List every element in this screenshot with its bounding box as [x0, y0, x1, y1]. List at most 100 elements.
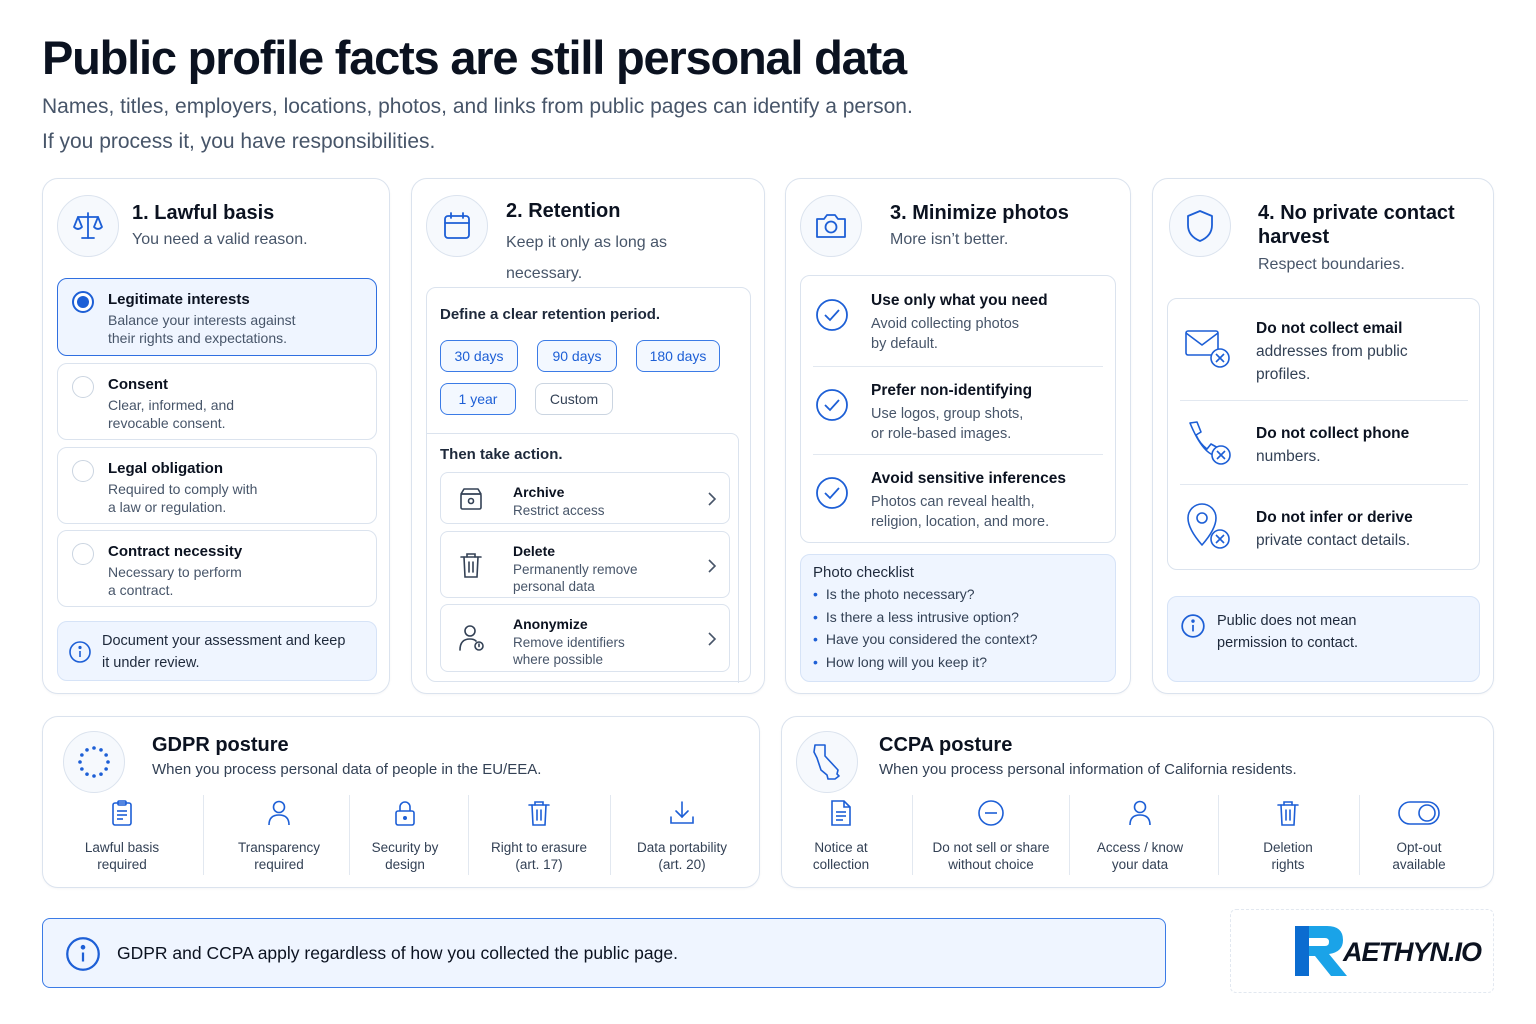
minimize-photos-title: 3. Minimize photos	[890, 202, 1069, 224]
actions-panel: Then take action.	[427, 433, 739, 683]
info-icon	[66, 937, 100, 971]
toggle-icon	[1398, 801, 1440, 825]
lock-icon	[395, 801, 415, 826]
check-circle-icon	[816, 389, 848, 421]
contact-harvest-card: 4. No private contact harvest Respect bou…	[1152, 178, 1494, 694]
option-desc: Clear, informed, and revocable consent.	[108, 397, 235, 431]
lawful-basis-card: 1. Lawful basis You need a valid reason.…	[42, 178, 390, 694]
eu-star	[99, 748, 103, 752]
minimize-photos-subtitle: More isn’t better.	[890, 231, 1009, 248]
action-title: Delete	[513, 543, 556, 559]
ccpa-subtitle: When you process personal information of…	[879, 761, 1297, 778]
chevron-right-icon	[708, 632, 717, 646]
eu-star	[80, 767, 84, 771]
shield-icon	[1169, 195, 1231, 257]
camera-icon	[800, 195, 862, 257]
eu-star	[85, 772, 89, 776]
eu-star	[85, 748, 89, 752]
photo-guidelines-list: Use only what you need Avoid collecting …	[800, 275, 1116, 543]
person-icon	[268, 800, 290, 826]
contact-harvest-title: 4. No private contact harvest	[1258, 202, 1455, 248]
gdpr-item-portability: Data portability (art. 20)	[621, 799, 743, 873]
option-legal-obligation[interactable]: Legal obligation Required to comply with…	[57, 447, 377, 524]
california-icon	[796, 731, 858, 793]
brand-logo-area: AETHYN.IO	[1230, 909, 1494, 993]
action-desc: Restrict access	[513, 503, 605, 518]
archive-icon	[460, 488, 482, 510]
gdpr-item-security: Security by design	[355, 799, 455, 873]
radio-selected[interactable]	[72, 291, 94, 313]
guideline-desc: Use logos, group shots, or role-based ima…	[871, 406, 1024, 442]
action-title: Archive	[513, 484, 565, 500]
option-title: Contract necessity	[108, 543, 243, 560]
radio[interactable]	[72, 376, 94, 398]
radio[interactable]	[72, 543, 94, 565]
gdpr-title: GDPR posture	[152, 734, 289, 756]
clipboard-icon	[112, 800, 132, 826]
minus-circle-icon	[978, 800, 1004, 826]
lawful-basis-title: 1. Lawful basis	[132, 202, 275, 224]
gdpr-item-erasure: Right to erasure (art. 17)	[477, 799, 601, 873]
phone-blocked-icon	[1189, 421, 1231, 465]
action-archive[interactable]: Archive Restrict access	[440, 472, 730, 524]
retention-subtitle: Keep it only as long as necessary.	[506, 234, 667, 282]
guideline-desc: Photos can reveal health, religion, locat…	[871, 494, 1050, 530]
checklist-item: How long will you keep it?	[813, 654, 987, 670]
contact-harvest-subtitle: Respect boundaries.	[1258, 256, 1405, 273]
checklist-item: Is there a less intrusive option?	[813, 609, 1019, 625]
checklist-title: Photo checklist	[813, 564, 914, 581]
radio[interactable]	[72, 460, 94, 482]
lawful-basis-subtitle: You need a valid reason.	[132, 231, 308, 248]
eu-star	[106, 760, 110, 764]
retention-panel: Define a clear retention period. 30 days…	[426, 287, 751, 683]
checklist-item: Have you considered the context?	[813, 631, 1038, 647]
chip-1-year[interactable]: 1 year	[440, 383, 516, 415]
scale-icon	[57, 195, 119, 257]
option-legitimate-interests[interactable]: Legitimate interests Balance your intere…	[57, 278, 377, 356]
document-icon	[831, 800, 851, 826]
retention-period-heading: Define a clear retention period.	[440, 306, 661, 323]
eu-star	[104, 767, 108, 771]
chevron-right-icon	[708, 559, 717, 573]
calendar-icon	[426, 195, 488, 257]
retention-title: 2. Retention	[506, 200, 621, 222]
option-title: Legitimate interests	[108, 291, 250, 308]
option-contract-necessity[interactable]: Contract necessity Necessary to perform a…	[57, 530, 377, 607]
page-subtitle: Names, titles, employers, locations, pho…	[42, 95, 913, 118]
option-desc: Balance your interests against their righ…	[108, 312, 296, 346]
email-blocked-icon	[1185, 330, 1230, 368]
option-consent[interactable]: Consent Clear, informed, and revocable co…	[57, 363, 377, 440]
contact-rules-list: Do not collect email addresses from publi…	[1167, 298, 1480, 570]
ccpa-item-do-not-sell: Do not sell or share without choice	[922, 799, 1060, 873]
ccpa-item-deletion: Deletion rights	[1238, 799, 1338, 873]
action-desc: Remove identifiers where possible	[513, 635, 625, 667]
contact-rule-text: Do not collect phone numbers.	[1256, 425, 1410, 465]
chip-180-days[interactable]: 180 days	[636, 340, 720, 372]
chevron-right-icon	[708, 492, 717, 506]
chip-custom[interactable]: Custom	[535, 383, 613, 415]
minimize-photos-card: 3. Minimize photos More isn’t better. Us…	[785, 178, 1131, 694]
contact-note: Public does not mean permission to contac…	[1167, 596, 1480, 682]
info-icon	[1181, 614, 1205, 638]
chip-30-days[interactable]: 30 days	[440, 340, 518, 372]
gdpr-subtitle: When you process personal data of people…	[152, 761, 542, 778]
footer-banner: GDPR and CCPA apply regardless of how yo…	[42, 918, 1166, 988]
download-icon	[670, 801, 694, 824]
action-delete[interactable]: Delete Permanently remove personal data	[440, 531, 730, 598]
option-desc: Required to comply with a law or regulati…	[108, 481, 258, 515]
footer-banner-text: GDPR and CCPA apply regardless of how yo…	[117, 943, 678, 963]
option-title: Legal obligation	[108, 460, 223, 477]
contact-rule-text: Do not collect email addresses from publi…	[1256, 320, 1408, 383]
guideline-title: Avoid sensitive inferences	[871, 470, 1066, 487]
location-blocked-icon	[1187, 503, 1230, 549]
gdpr-item-transparency: Transparency required	[215, 799, 343, 873]
action-anonymize[interactable]: Anonymize Remove identifiers where possib…	[440, 604, 730, 672]
gdpr-item-lawful-basis: Lawful basis required	[61, 799, 183, 873]
ccpa-item-access: Access / know your data	[1080, 799, 1200, 873]
chip-90-days[interactable]: 90 days	[537, 340, 617, 372]
eu-stars-icon	[63, 731, 125, 793]
eu-star	[92, 774, 96, 778]
page-subtitle-2: If you process it, you have responsibili…	[42, 130, 436, 153]
brand-logo-text: AETHYN.IO	[1343, 937, 1482, 967]
ccpa-item-opt-out: Opt-out available	[1364, 799, 1474, 873]
